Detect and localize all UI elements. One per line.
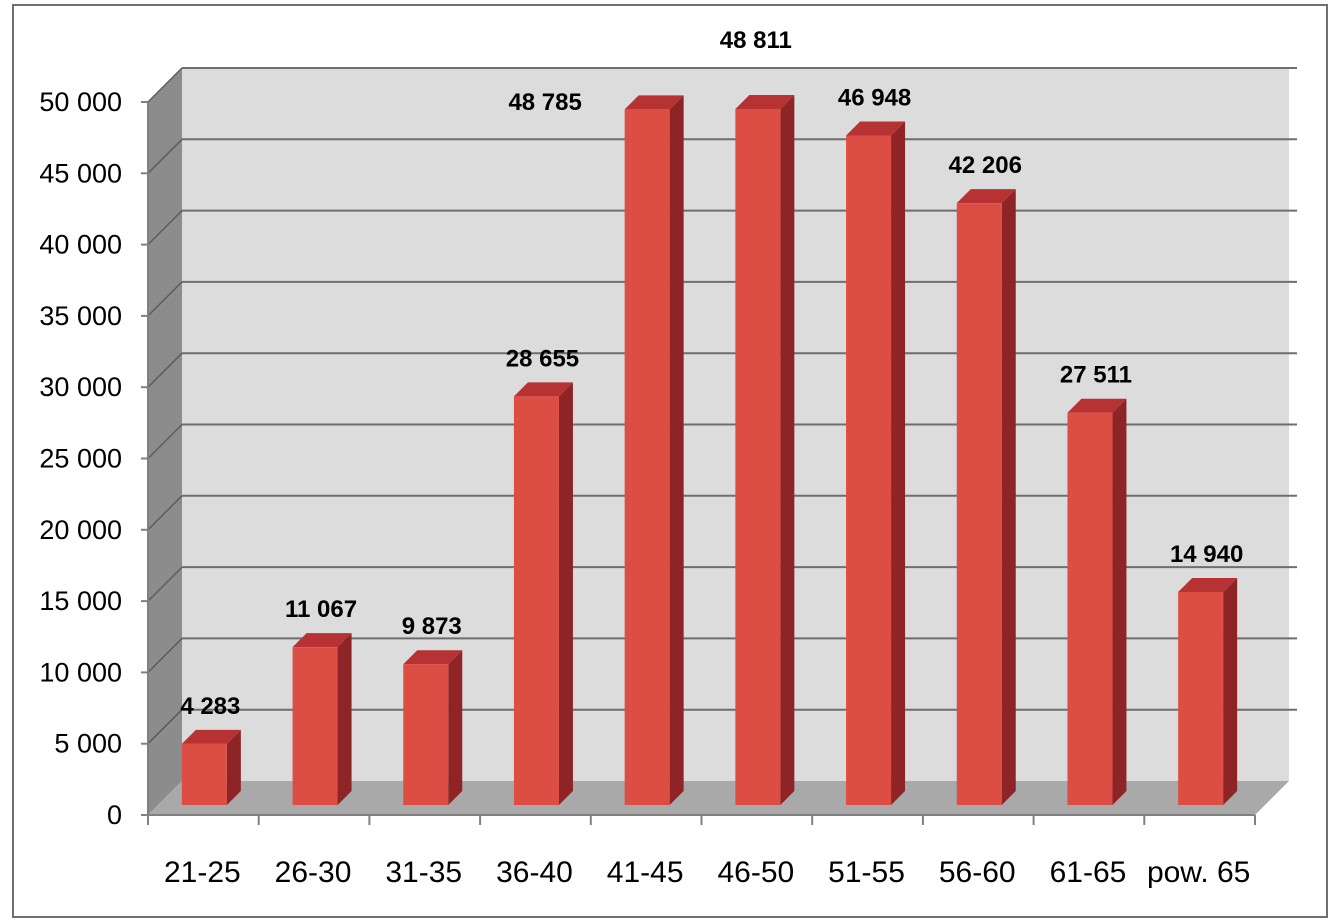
bar-36-40 (513, 382, 573, 805)
labels: 0 5 000 10 000 15 000 20 000 25 000 30 000 35 0… (39, 27, 1250, 889)
bar (735, 108, 781, 805)
bar (1067, 412, 1113, 805)
bar (513, 396, 559, 805)
x-tick-label: pow. 65 (1147, 856, 1250, 889)
bar-side (1001, 189, 1016, 805)
y-tick-label: 35 000 (39, 301, 122, 331)
data-label: 46 948 (838, 85, 911, 112)
bar-side (448, 650, 463, 805)
bars (181, 94, 1238, 806)
bar (1178, 591, 1224, 805)
bar (181, 743, 227, 805)
bar-56-60 (956, 189, 1016, 805)
y-tick-label: 40 000 (39, 230, 122, 260)
x-tick-label: 46-50 (717, 856, 794, 889)
data-label: 42 206 (949, 152, 1022, 179)
data-label: 9 873 (402, 613, 462, 640)
bar (956, 203, 1002, 805)
x-tick-label: 36-40 (496, 856, 573, 889)
x-tick-label: 61-65 (1050, 856, 1127, 889)
y-tick-label: 30 000 (39, 372, 122, 402)
gridline-side (147, 423, 183, 460)
bar-51-55 (846, 121, 906, 806)
bar-41-45 (624, 95, 684, 805)
bar-pow. 65 (1178, 577, 1238, 805)
gridline-side (147, 352, 183, 388)
bar-side (1223, 577, 1238, 805)
bar (846, 135, 892, 806)
bar-side (226, 729, 241, 805)
gridline-side (147, 495, 183, 531)
data-label: 14 940 (1170, 541, 1243, 568)
bar-61-65 (1067, 398, 1127, 805)
bar-top (181, 729, 241, 744)
gridline-side (147, 566, 183, 602)
bar-side (891, 121, 906, 805)
y-tick-label: 20 000 (39, 515, 122, 545)
gridline-side (147, 210, 183, 246)
x-tick-label: 51-55 (828, 856, 905, 889)
data-label: 4 283 (180, 693, 240, 720)
data-label: 28 655 (506, 345, 579, 372)
gridline-side (147, 709, 183, 745)
bar-46-50 (735, 94, 795, 805)
bar-top (1067, 398, 1127, 413)
x-tick-label: 31-35 (385, 856, 462, 889)
x-tick-label: 41-45 (607, 856, 684, 889)
bar (292, 647, 338, 805)
bar-side (337, 633, 352, 805)
y-tick-label: 50 000 (39, 87, 122, 117)
y-tick-label: 45 000 (39, 158, 122, 188)
bar-top (956, 189, 1016, 204)
y-tick-label: 0 (107, 800, 122, 830)
axes (141, 101, 1256, 825)
gridline-side (147, 138, 183, 174)
bar-top (403, 650, 463, 665)
y-tick-label: 5 000 (54, 729, 122, 759)
bar-26-30 (292, 633, 352, 805)
y-tick-label: 25 000 (39, 444, 122, 474)
bar-side (1112, 398, 1127, 805)
bar (624, 109, 670, 805)
data-label: 11 067 (285, 596, 357, 623)
bar-top (735, 94, 795, 109)
bar-side (669, 95, 684, 805)
bar-top (1178, 577, 1238, 592)
data-label: 48 811 (720, 27, 792, 54)
y-tick-label: 10 000 (39, 657, 122, 687)
gridline-side (147, 281, 183, 317)
bar-top (624, 95, 684, 110)
data-label: 48 785 (508, 89, 581, 116)
gridline-side (147, 67, 183, 103)
bar-31-35 (403, 650, 463, 805)
bar-21-25 (181, 729, 241, 805)
x-tick-label: 56-60 (939, 856, 1016, 889)
bar-side (558, 382, 573, 805)
bar-top (292, 633, 352, 648)
data-label: 27 511 (1060, 362, 1132, 389)
gridline-side (147, 637, 183, 673)
y-tick-label: 15 000 (39, 586, 122, 616)
bar-side (780, 94, 795, 805)
bar-top (846, 121, 906, 136)
bar (403, 664, 449, 805)
x-tick-label: 21-25 (164, 856, 241, 889)
x-tick-label: 26-30 (275, 856, 352, 889)
bar-top (513, 382, 573, 397)
